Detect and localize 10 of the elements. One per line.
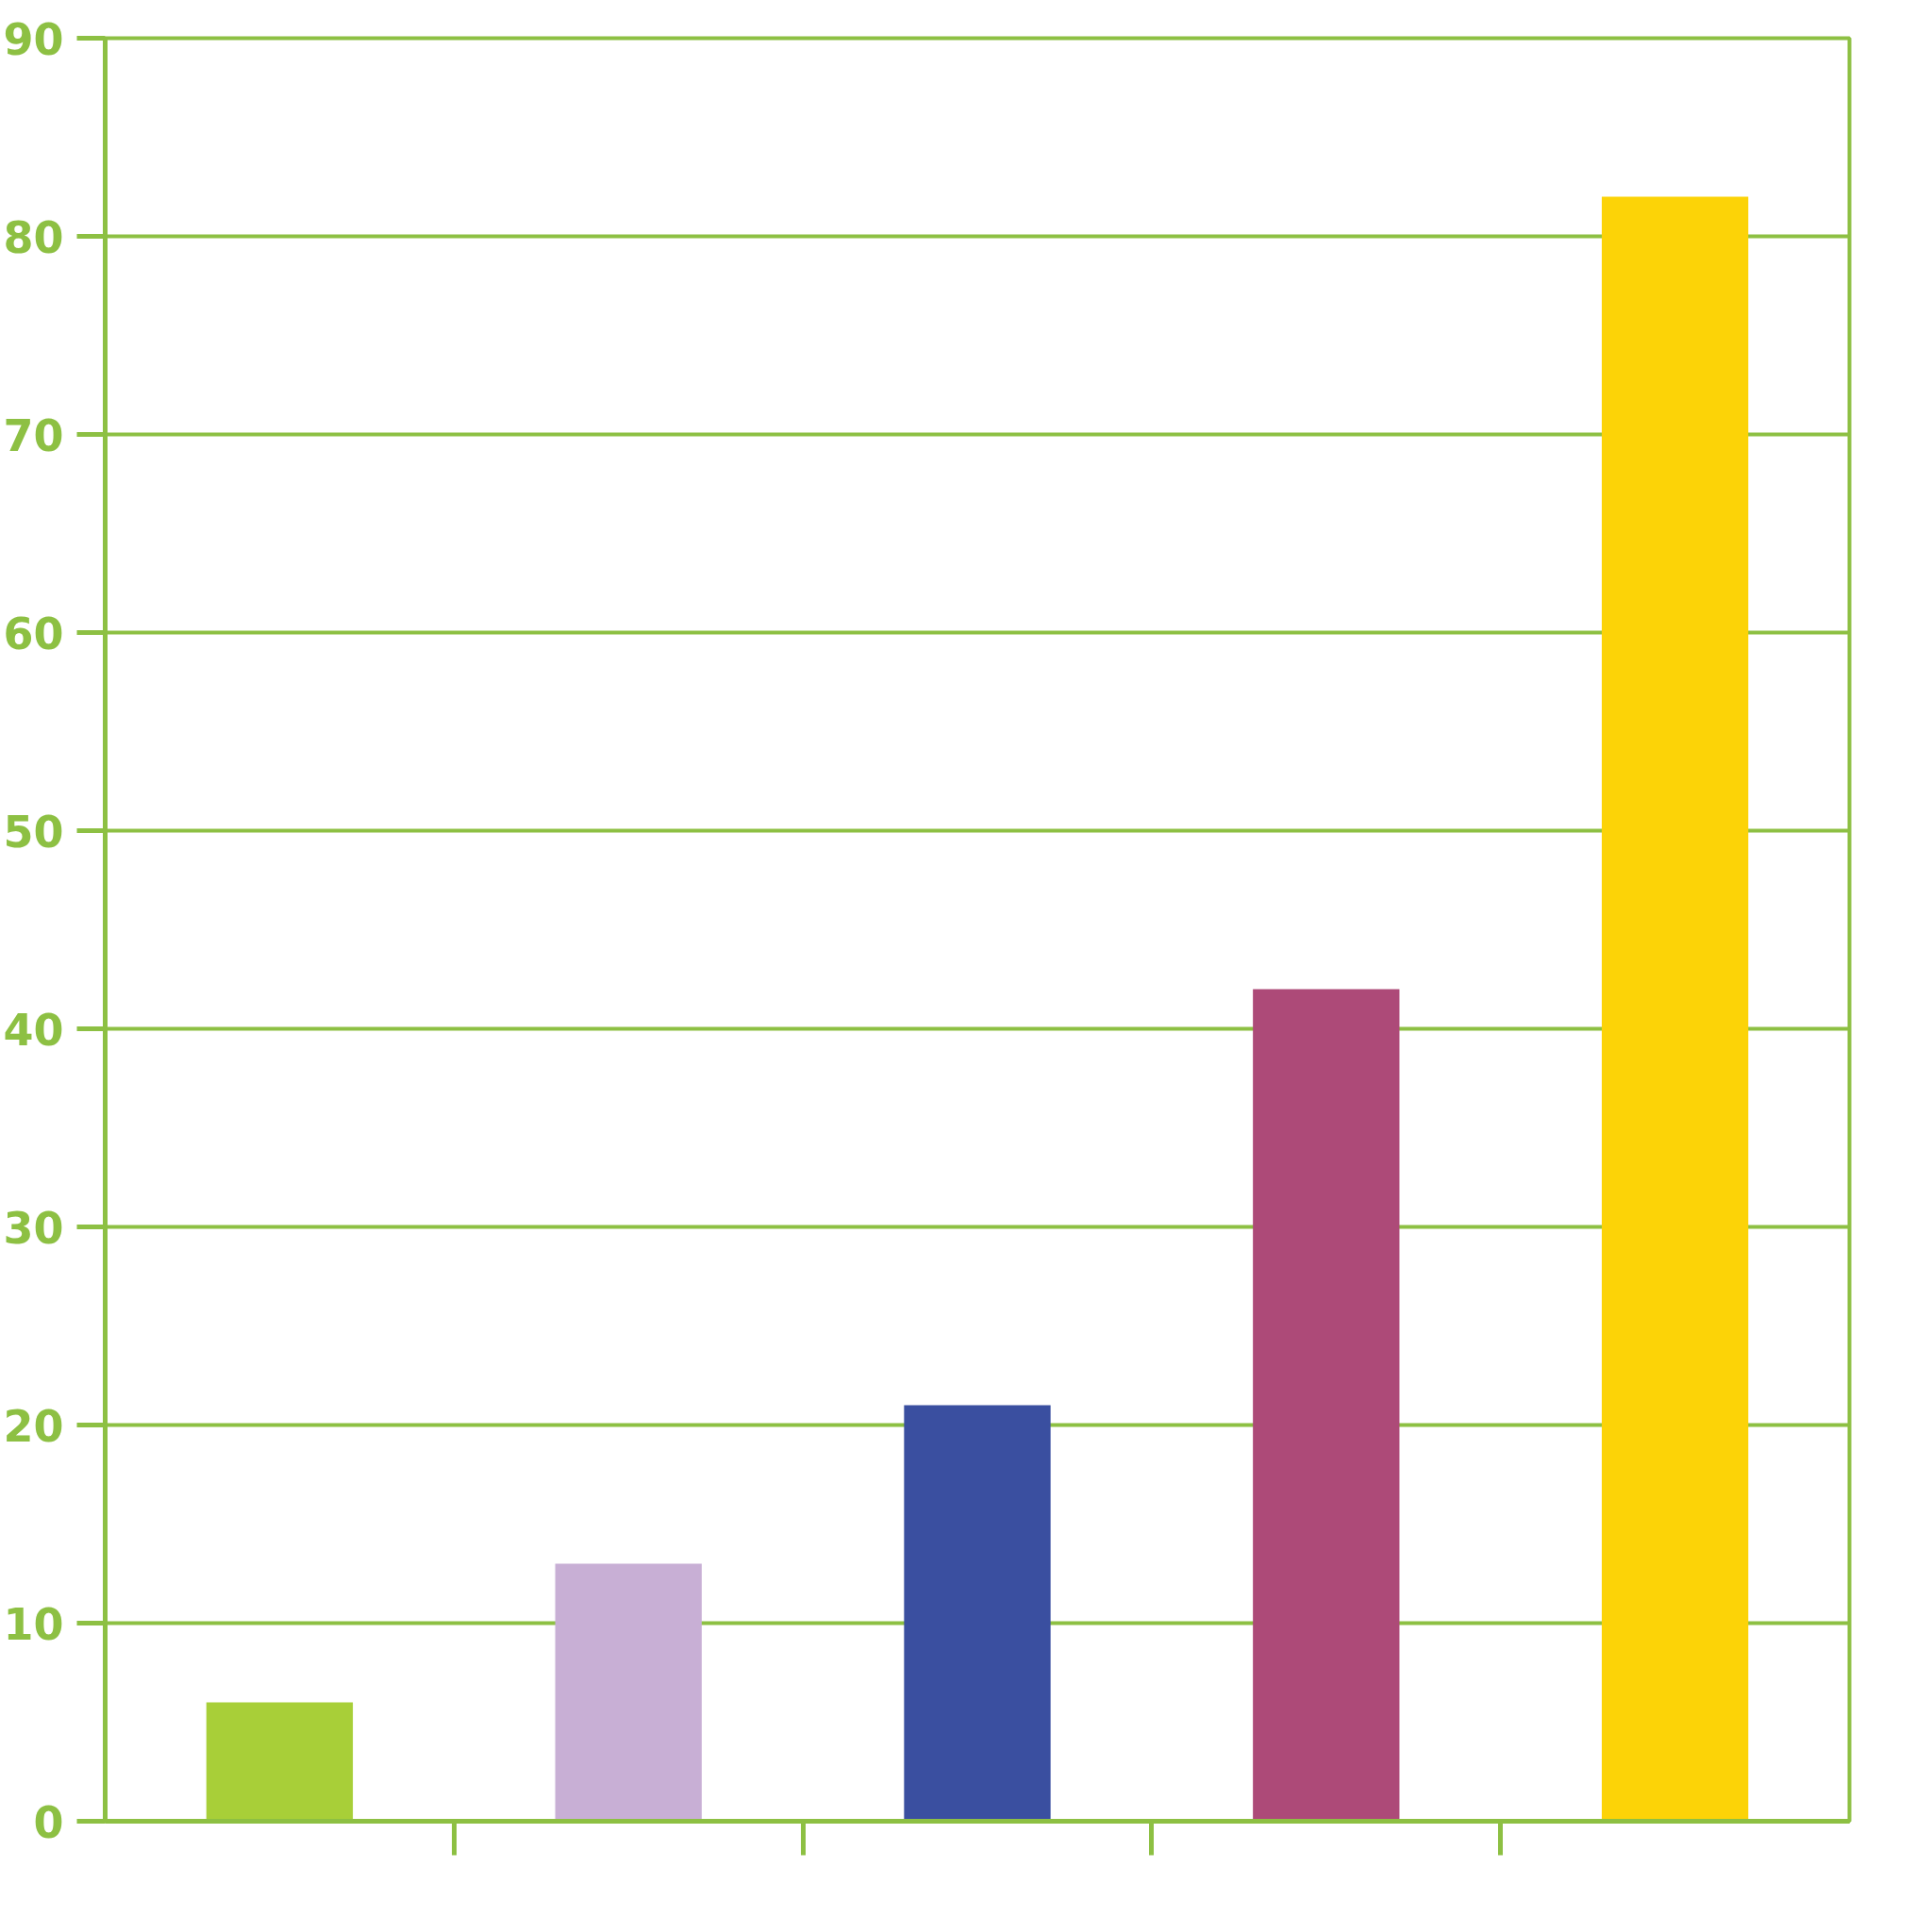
y-tick-label: 90	[3, 13, 64, 65]
y-tick-label: 80	[3, 211, 64, 263]
y-tick-label: 40	[3, 1004, 64, 1056]
y-tick-label: 10	[3, 1598, 64, 1650]
y-tick-label: 0	[33, 1796, 64, 1848]
y-tick-label: 50	[3, 806, 64, 858]
y-tick-label: 70	[3, 409, 64, 461]
y-tick-label: 30	[3, 1202, 64, 1254]
y-tick-label: 60	[3, 608, 64, 659]
y-tick-label: 20	[3, 1400, 64, 1452]
